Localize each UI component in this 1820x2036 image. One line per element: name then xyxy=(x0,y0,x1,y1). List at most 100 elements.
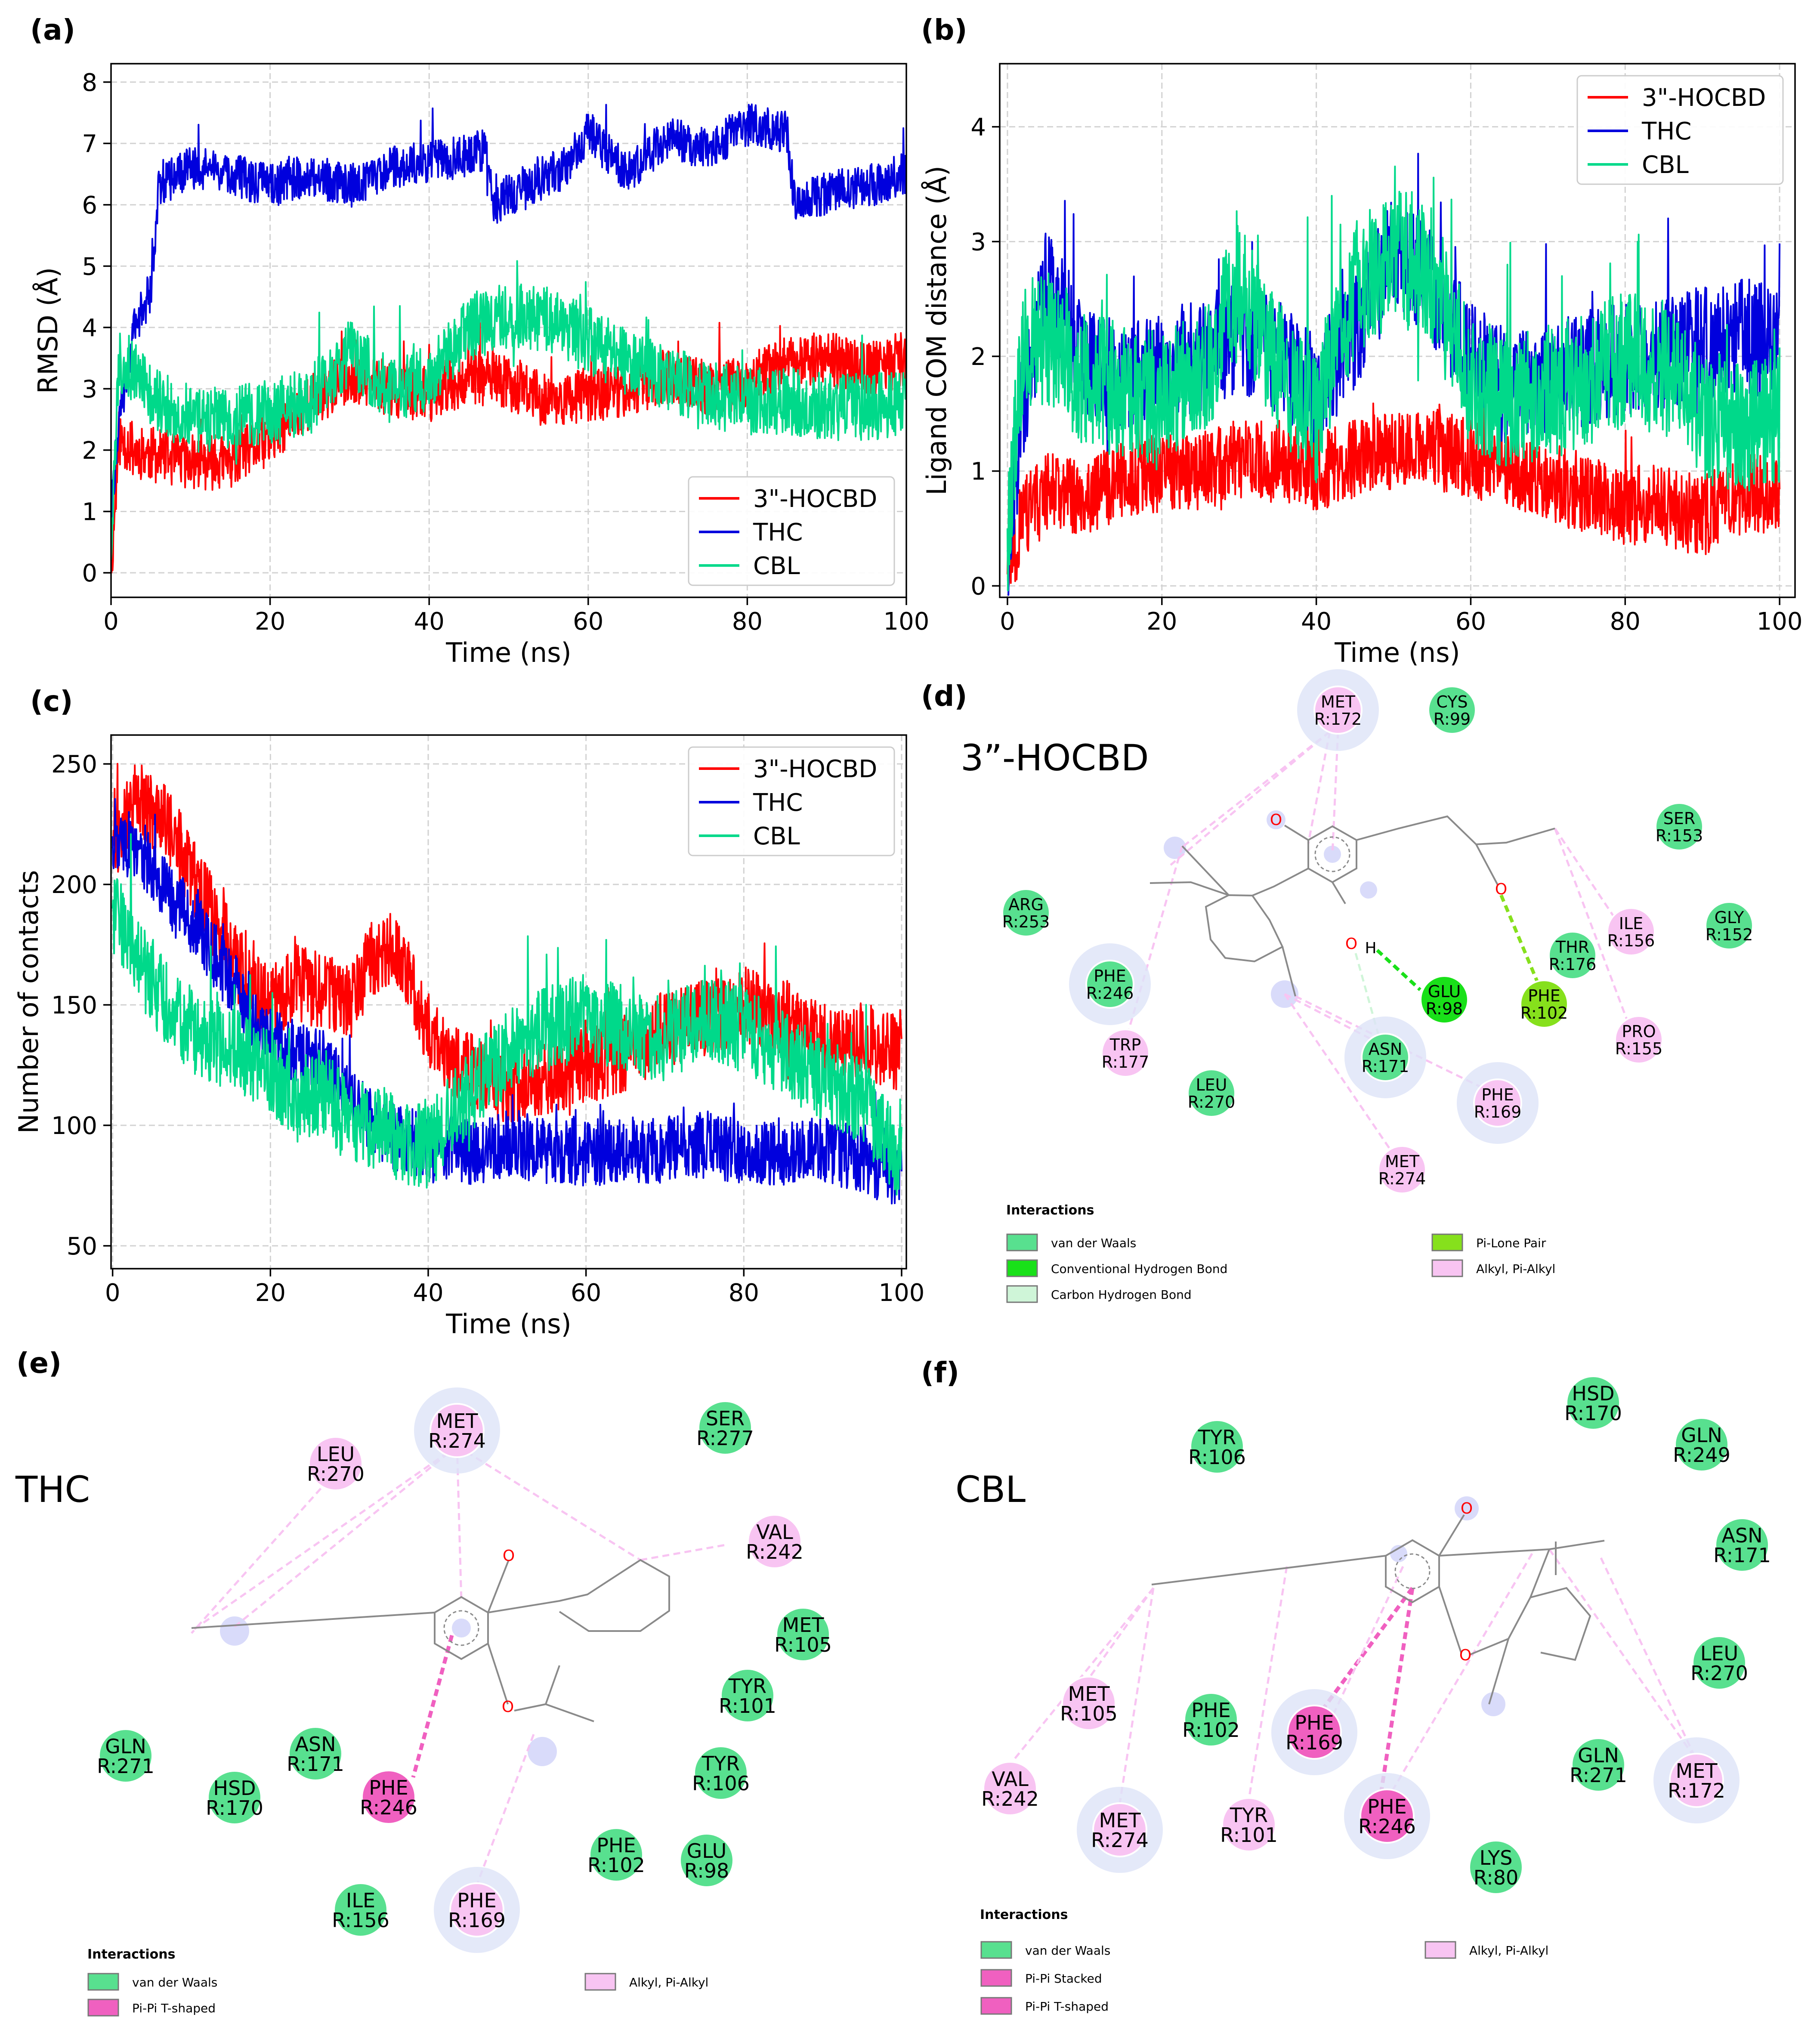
residue-name: GLU xyxy=(687,1839,727,1863)
residue-name: MET xyxy=(1068,1682,1110,1705)
residue-id: R:274 xyxy=(1378,1169,1426,1188)
residue-id: R:170 xyxy=(1564,1402,1622,1425)
y-tick-label: 100 xyxy=(51,1112,97,1140)
residue-node xyxy=(1607,907,1656,956)
chart-b: 0 20 40 60 80 100 0 1 2 3 4 Time (ns) Ligand COM dis… xyxy=(921,63,1803,668)
residue-node xyxy=(1183,1692,1239,1747)
x-tick-label: 100 xyxy=(879,1279,925,1307)
residue-id: R:177 xyxy=(1102,1053,1149,1072)
interaction-legend-title: Interactions xyxy=(1006,1203,1094,1218)
residue-node xyxy=(207,1770,262,1825)
atom-label: O xyxy=(503,1547,515,1565)
legend-label: Pi-Lone Pair xyxy=(1476,1236,1546,1250)
ligand-bond xyxy=(191,1612,594,1722)
interaction-line-alkyl xyxy=(1600,1557,1698,1761)
y-axis-label: Ligand COM distance (Å) xyxy=(921,166,952,495)
plot-frame xyxy=(110,63,907,598)
legend-label: Pi-Pi Stacked xyxy=(1025,1971,1102,1986)
aromatic-ring xyxy=(443,1610,479,1646)
residue-id: R:106 xyxy=(1188,1446,1246,1469)
interaction-line-alkyl xyxy=(191,1471,337,1634)
x-tick-label: 60 xyxy=(573,608,603,636)
interaction-line-alkyl xyxy=(191,1445,458,1632)
residue-node xyxy=(1674,1417,1729,1472)
residue-id: R:246 xyxy=(1086,984,1134,1003)
residue-id: R:106 xyxy=(692,1772,750,1795)
residue-id: R:152 xyxy=(1706,925,1753,944)
interaction-line-alkyl xyxy=(1548,1548,1698,1761)
atom-label: O xyxy=(1495,881,1507,898)
residue-id: R:171 xyxy=(1713,1544,1771,1567)
residue-node xyxy=(1566,1375,1621,1430)
residue-id: R:271 xyxy=(1570,1764,1627,1787)
residue-id: R:153 xyxy=(1656,826,1703,845)
legend-swatch-carbon_hbond xyxy=(1006,1285,1038,1303)
residue-node xyxy=(1187,1069,1236,1118)
panel-f-title: CBL xyxy=(955,1468,1026,1511)
y-tick-label: 250 xyxy=(51,751,97,779)
residue-node xyxy=(1715,1517,1770,1573)
residue-name: ILE xyxy=(346,1889,375,1912)
residue-id: R:242 xyxy=(981,1787,1039,1810)
residue-node xyxy=(1428,686,1477,735)
y-tick-label: 0 xyxy=(82,559,97,587)
legend-box xyxy=(688,746,895,856)
residue-name: ILE xyxy=(1619,914,1643,933)
residue-node xyxy=(1655,802,1704,851)
aromatic-ring xyxy=(1394,1553,1431,1589)
interaction-legend-title: Interactions xyxy=(87,1947,175,1962)
x-tick-label: 100 xyxy=(1757,608,1803,636)
interaction-line-alkyl xyxy=(1283,993,1400,1163)
residue-node xyxy=(1548,931,1597,980)
residue-name: VAL xyxy=(992,1767,1029,1791)
residue-name: LEU xyxy=(1700,1642,1738,1665)
x-tick-label: 100 xyxy=(884,608,930,636)
legend-swatch-pipi xyxy=(980,1969,1012,1987)
x-tick-label: 40 xyxy=(1301,608,1332,636)
legend-label: van der Waals xyxy=(1051,1236,1136,1250)
series-line-cbl xyxy=(1006,165,1781,592)
x-axis-label: Time (ns) xyxy=(1334,637,1460,668)
residue-id: R:155 xyxy=(1615,1039,1663,1058)
x-tick-label: 80 xyxy=(1610,608,1641,636)
residue-name: PHE xyxy=(457,1889,496,1912)
residue-name: PHE xyxy=(1528,986,1560,1005)
residue-node xyxy=(1473,1078,1522,1128)
y-tick-label: 7 xyxy=(82,130,97,158)
interaction-line-pipi xyxy=(411,1634,454,1778)
residue-id: R:172 xyxy=(1314,710,1362,729)
residue-id: R:277 xyxy=(696,1427,754,1450)
residue-id: R:156 xyxy=(1607,931,1655,950)
legend-label: Pi-Pi T-shaped xyxy=(132,2001,216,2015)
residue-node xyxy=(1669,1753,1724,1808)
interaction-line-pi_lone xyxy=(1499,894,1542,991)
ligand-bond xyxy=(1469,1549,1591,1661)
y-axis-label: Number of contacts xyxy=(13,870,44,1134)
residue-name: SER xyxy=(1663,809,1696,828)
panel-c-label: (c) xyxy=(30,685,73,718)
x-axis-label: Time (ns) xyxy=(445,637,571,668)
atom-halo xyxy=(1267,810,1285,829)
interaction-line-alkyl xyxy=(1554,828,1632,1031)
residue-id: R:99 xyxy=(1434,710,1471,729)
residue-id: R:169 xyxy=(448,1909,506,1932)
residue-name: HSD xyxy=(213,1776,256,1800)
